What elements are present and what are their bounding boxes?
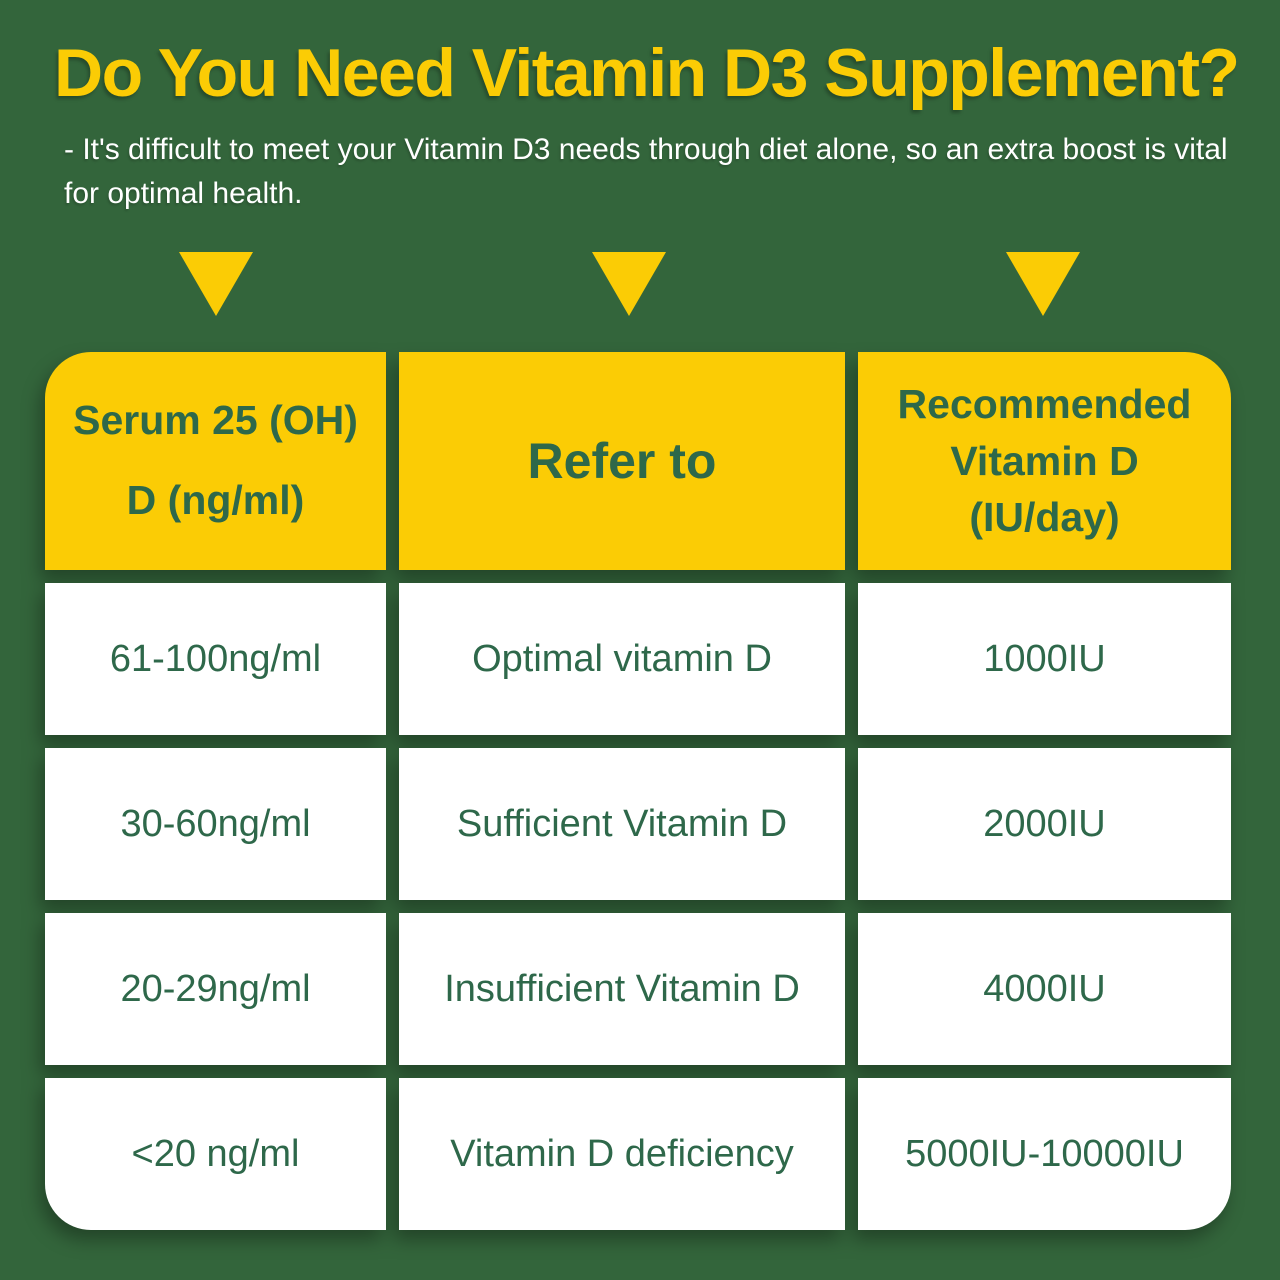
table-cell-dose-row2: 2000IU [858,748,1231,900]
arrows-row [0,252,1280,318]
table-cell-dose-row3: 4000IU [858,913,1231,1065]
down-triangle-icon [1006,252,1080,316]
table-cell-serum-row2: 30-60ng/ml [45,748,386,900]
page-subtitle: - It's difficult to meet your Vitamin D3… [64,133,1228,210]
table-header-refer-to: Refer to [399,352,845,570]
table-cell-refer-row2: Sufficient Vitamin D [399,748,845,900]
page-title: Do You Need Vitamin D3 Supplement? [54,35,1240,111]
table-header-serum-25-oh-d: Serum 25 (OH) D (ng/ml) [45,352,386,570]
table-cell-refer-row1: Optimal vitamin D [399,583,845,735]
table-header-recommended-vitamin-d: Recommended Vitamin D (IU/day) [858,352,1231,570]
table-cell-refer-row3: Insufficient Vitamin D [399,913,845,1065]
down-triangle-icon [179,252,253,316]
table-cell-serum-row1: 61-100ng/ml [45,583,386,735]
down-triangle-icon [592,252,666,316]
table-cell-dose-row4: 5000IU-10000IU [858,1078,1231,1230]
table-cell-serum-row3: 20-29ng/ml [45,913,386,1065]
vitamin-d-table: Serum 25 (OH) D (ng/ml) Refer to Recomme… [45,352,1231,1230]
table-cell-refer-row4: Vitamin D deficiency [399,1078,845,1230]
table-cell-dose-row1: 1000IU [858,583,1231,735]
table-cell-serum-row4: <20 ng/ml [45,1078,386,1230]
